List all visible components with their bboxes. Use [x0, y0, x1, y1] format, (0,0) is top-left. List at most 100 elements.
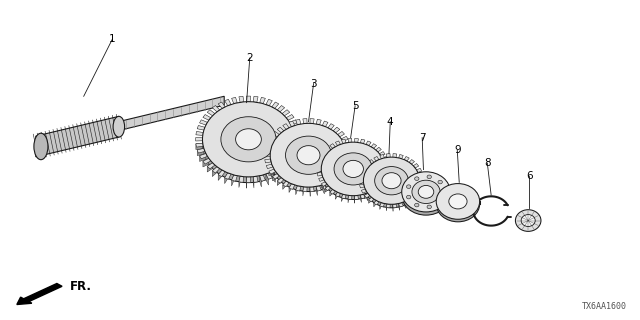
Polygon shape: [385, 167, 390, 171]
Polygon shape: [404, 200, 409, 205]
Polygon shape: [203, 158, 211, 164]
Ellipse shape: [515, 210, 541, 231]
Ellipse shape: [521, 215, 535, 227]
Polygon shape: [419, 173, 424, 177]
Polygon shape: [292, 125, 300, 130]
Ellipse shape: [321, 146, 385, 199]
Polygon shape: [266, 142, 273, 146]
Ellipse shape: [343, 160, 364, 178]
Polygon shape: [321, 152, 327, 156]
Polygon shape: [196, 143, 203, 149]
Polygon shape: [289, 184, 292, 193]
Polygon shape: [338, 132, 344, 137]
Ellipse shape: [202, 108, 294, 183]
Polygon shape: [409, 199, 412, 205]
Polygon shape: [321, 182, 325, 188]
Polygon shape: [200, 154, 207, 159]
Polygon shape: [360, 184, 364, 188]
Polygon shape: [232, 175, 237, 181]
Polygon shape: [369, 197, 372, 203]
Polygon shape: [371, 144, 376, 148]
Polygon shape: [319, 177, 323, 182]
Polygon shape: [269, 169, 274, 176]
Polygon shape: [317, 172, 322, 176]
Polygon shape: [348, 196, 352, 199]
Polygon shape: [292, 151, 299, 159]
Polygon shape: [344, 142, 351, 146]
Polygon shape: [286, 115, 294, 120]
Ellipse shape: [270, 123, 347, 187]
Polygon shape: [225, 173, 231, 179]
FancyArrow shape: [17, 284, 62, 305]
Polygon shape: [355, 139, 358, 142]
Polygon shape: [360, 194, 365, 199]
Polygon shape: [404, 156, 409, 161]
Ellipse shape: [415, 177, 419, 180]
Polygon shape: [273, 174, 280, 179]
Polygon shape: [283, 124, 289, 129]
Polygon shape: [232, 175, 234, 186]
Polygon shape: [265, 148, 271, 151]
Polygon shape: [333, 127, 340, 133]
Polygon shape: [286, 158, 294, 164]
Polygon shape: [417, 192, 420, 197]
Ellipse shape: [438, 180, 442, 184]
Polygon shape: [413, 164, 419, 168]
Polygon shape: [212, 167, 220, 173]
Ellipse shape: [221, 117, 276, 162]
Polygon shape: [366, 194, 368, 201]
Polygon shape: [294, 143, 301, 147]
Polygon shape: [266, 99, 272, 106]
Polygon shape: [364, 194, 368, 199]
Polygon shape: [321, 182, 327, 186]
Polygon shape: [317, 167, 321, 171]
Polygon shape: [294, 146, 300, 153]
Polygon shape: [212, 167, 217, 177]
Polygon shape: [371, 191, 374, 198]
Polygon shape: [239, 176, 244, 182]
Ellipse shape: [382, 173, 401, 189]
Ellipse shape: [402, 175, 451, 215]
Polygon shape: [341, 172, 346, 179]
Polygon shape: [360, 139, 365, 144]
Polygon shape: [277, 106, 285, 112]
Polygon shape: [218, 170, 225, 177]
Polygon shape: [203, 158, 209, 167]
Polygon shape: [387, 154, 390, 157]
Ellipse shape: [374, 167, 408, 195]
Polygon shape: [335, 141, 340, 146]
Polygon shape: [335, 192, 337, 199]
Ellipse shape: [270, 128, 347, 192]
Polygon shape: [341, 169, 348, 174]
Polygon shape: [303, 187, 307, 192]
Polygon shape: [36, 116, 119, 157]
Polygon shape: [342, 194, 343, 202]
Polygon shape: [330, 189, 335, 194]
Polygon shape: [413, 196, 417, 201]
Polygon shape: [207, 110, 215, 116]
Text: 4: 4: [387, 117, 394, 127]
Polygon shape: [380, 203, 385, 207]
Polygon shape: [382, 177, 388, 181]
Polygon shape: [269, 169, 276, 174]
Polygon shape: [364, 164, 370, 168]
Polygon shape: [360, 195, 362, 203]
Polygon shape: [273, 174, 277, 181]
Polygon shape: [269, 136, 276, 141]
Polygon shape: [253, 176, 258, 182]
Polygon shape: [294, 138, 301, 141]
Polygon shape: [277, 127, 284, 133]
Polygon shape: [225, 99, 231, 106]
Polygon shape: [272, 170, 279, 177]
Text: 3: 3: [310, 78, 317, 89]
Polygon shape: [272, 102, 279, 108]
Polygon shape: [289, 121, 295, 127]
Polygon shape: [246, 177, 250, 182]
Polygon shape: [289, 154, 298, 159]
Polygon shape: [387, 204, 390, 208]
Polygon shape: [376, 188, 379, 195]
Polygon shape: [362, 189, 367, 193]
Polygon shape: [409, 197, 415, 202]
Polygon shape: [419, 184, 424, 188]
Polygon shape: [338, 174, 344, 179]
